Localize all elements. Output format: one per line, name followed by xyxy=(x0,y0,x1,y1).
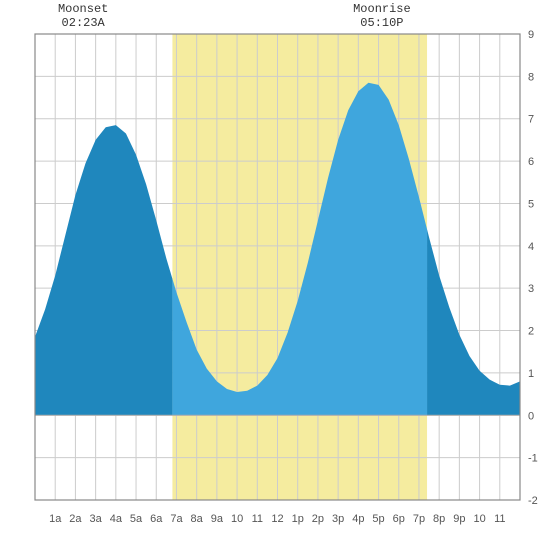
tide-chart: -2-101234567891a2a3a4a5a6a7a8a9a1011121p… xyxy=(0,0,550,550)
y-tick-label: 3 xyxy=(528,283,534,295)
y-tick-label: -2 xyxy=(528,495,538,507)
x-tick-label: 1p xyxy=(292,513,304,525)
x-tick-label: 3a xyxy=(90,513,103,525)
x-tick-label: 7a xyxy=(170,513,183,525)
x-tick-label: 2a xyxy=(69,513,82,525)
x-tick-label: 6a xyxy=(150,513,163,525)
y-tick-label: 1 xyxy=(528,368,534,380)
y-tick-label: 4 xyxy=(528,241,534,253)
x-tick-label: 5p xyxy=(372,513,384,525)
x-tick-label: 4p xyxy=(352,513,364,525)
x-tick-label: 8a xyxy=(191,513,204,525)
x-tick-label: 8p xyxy=(433,513,445,525)
y-tick-label: 2 xyxy=(528,326,534,338)
y-tick-label: 0 xyxy=(528,410,534,422)
x-tick-label: 6p xyxy=(393,513,405,525)
y-tick-label: 6 xyxy=(528,156,534,168)
x-tick-label: 1a xyxy=(49,513,62,525)
x-tick-label: 10 xyxy=(231,513,243,525)
x-tick-label: 4a xyxy=(110,513,123,525)
y-tick-label: 8 xyxy=(528,71,534,83)
x-tick-label: 9a xyxy=(211,513,224,525)
y-tick-label: 5 xyxy=(528,198,534,210)
x-tick-label: 3p xyxy=(332,513,344,525)
x-tick-label: 7p xyxy=(413,513,425,525)
y-tick-label: 7 xyxy=(528,114,534,126)
x-tick-label: 10 xyxy=(473,513,485,525)
x-tick-label: 12 xyxy=(271,513,283,525)
x-tick-label: 11 xyxy=(494,513,505,525)
y-tick-label: -1 xyxy=(528,453,538,465)
x-tick-label: 5a xyxy=(130,513,143,525)
x-tick-label: 11 xyxy=(252,513,263,525)
y-tick-label: 9 xyxy=(528,29,534,41)
x-tick-label: 2p xyxy=(312,513,324,525)
x-tick-label: 9p xyxy=(453,513,465,525)
